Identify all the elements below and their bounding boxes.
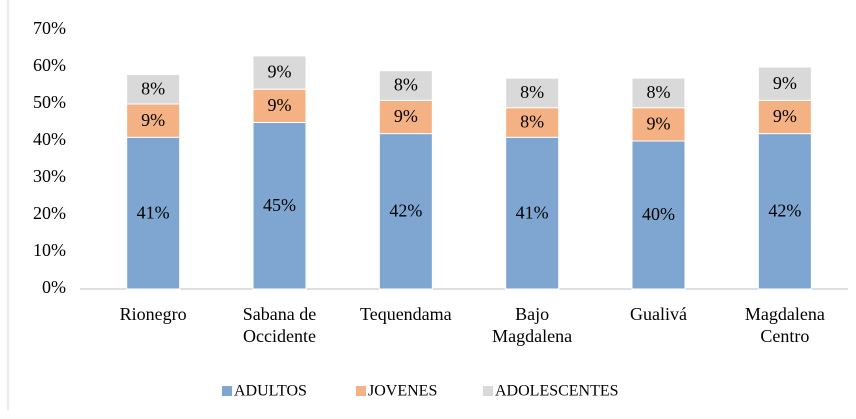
data-label: 41% <box>137 202 170 222</box>
y-tick-label: 10% <box>33 240 66 260</box>
bar-segment <box>631 140 686 290</box>
legend-label: ADOLESCENTES <box>495 383 619 400</box>
data-label: 42% <box>389 200 422 220</box>
x-tick-label: Tequendama <box>360 304 452 324</box>
legend-swatch <box>222 386 232 396</box>
bar-segment <box>252 55 307 90</box>
data-label: 40% <box>642 204 675 224</box>
y-tick-label: 60% <box>33 55 66 75</box>
data-label: 42% <box>768 200 801 220</box>
bar-segment <box>378 99 433 135</box>
bar-segment <box>631 107 686 142</box>
data-label: 8% <box>647 82 671 102</box>
y-tick-label: 50% <box>33 92 66 112</box>
bar-segment <box>757 99 812 135</box>
y-tick-label: 20% <box>33 203 66 223</box>
bar-segment <box>631 77 686 109</box>
bar-segment <box>126 73 181 105</box>
bar-segment <box>505 107 560 138</box>
bar-segment <box>252 122 307 290</box>
data-label: 9% <box>141 110 165 130</box>
data-label: 8% <box>394 75 418 95</box>
bar-segment <box>757 133 812 290</box>
bar-segment <box>126 136 181 290</box>
legend-swatch <box>483 386 493 396</box>
data-label: 8% <box>520 82 544 102</box>
y-tick-label: 0% <box>42 277 66 297</box>
x-tick-label: Sabana de Occidente <box>243 304 316 346</box>
data-label: 9% <box>773 106 797 126</box>
legend-label: JOVENES <box>368 383 437 400</box>
x-tick-label: Gualivá <box>630 304 687 324</box>
data-label: 9% <box>773 73 797 93</box>
legend-label: ADULTOS <box>234 383 307 400</box>
data-label: 9% <box>394 106 418 126</box>
data-label: 9% <box>268 62 292 82</box>
data-label: 8% <box>520 112 544 132</box>
x-tick-label: Rionegro <box>120 304 187 324</box>
data-label: 41% <box>516 202 549 222</box>
bar-segment <box>378 70 433 101</box>
bar-segment <box>378 133 433 290</box>
data-label: 9% <box>647 113 671 133</box>
data-label: 8% <box>141 78 165 98</box>
data-label: 9% <box>268 95 292 115</box>
legend-swatch <box>356 386 366 396</box>
y-tick-label: 70% <box>33 18 66 38</box>
y-tick-label: 40% <box>33 129 66 149</box>
bar-segment <box>757 66 812 101</box>
data-label: 45% <box>263 195 296 215</box>
bar-segment <box>505 77 560 109</box>
x-tick-label: Magdalena Centro <box>745 304 825 346</box>
y-tick-label: 30% <box>33 166 66 186</box>
x-tick-label: Bajo Magdalena <box>492 304 572 346</box>
